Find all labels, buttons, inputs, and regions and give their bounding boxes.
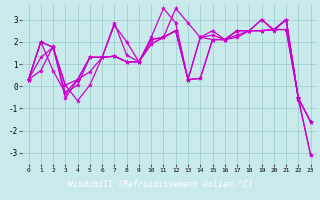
Text: Windchill (Refroidissement éolien,°C): Windchill (Refroidissement éolien,°C): [68, 180, 252, 188]
